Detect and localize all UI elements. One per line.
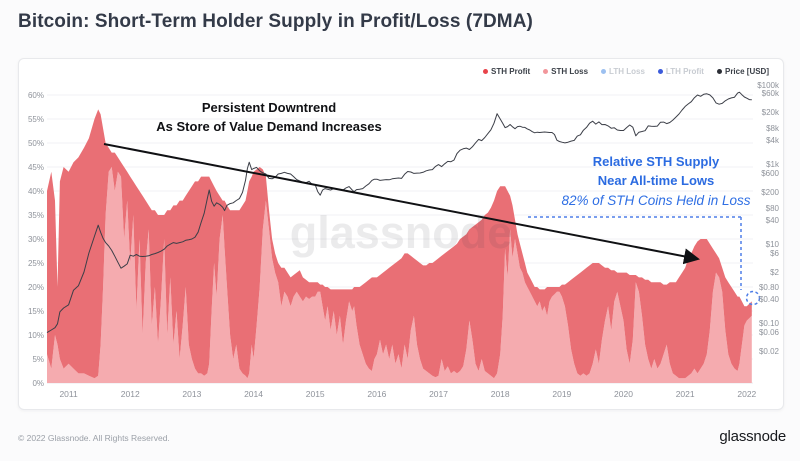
endpoint-highlight-circle <box>745 290 761 306</box>
legend-item-label: STH Profit <box>491 67 531 76</box>
chart-legend: STH Profit STH Loss LTH Loss LTH Profit Pric… <box>483 67 769 76</box>
legend-item-lth-profit[interactable]: LTH Profit <box>657 67 704 76</box>
legend-dot-icon <box>543 69 549 74</box>
legend-item-lth-loss[interactable]: LTH Loss <box>601 67 645 76</box>
annotation-sth-lows-line3: 82% of STH Coins Held in Loss <box>561 192 751 208</box>
annotation-downtrend-line1: Persistent Downtrend <box>201 100 337 115</box>
legend-item-sth-loss[interactable]: STH Loss <box>543 67 588 76</box>
price-line <box>46 91 752 334</box>
downtrend-arrow <box>103 143 700 265</box>
legend-item-label: LTH Profit <box>665 67 704 76</box>
legend-dot-icon <box>483 69 489 74</box>
legend-dot-icon <box>601 69 607 74</box>
annotation-sth-lows-line2: Near All-time Lows <box>597 172 715 188</box>
legend-dot-icon <box>716 69 722 74</box>
page-title: Bitcoin: Short-Term Holder Supply in Pro… <box>18 11 533 32</box>
legend-item-label: LTH Loss <box>609 67 645 76</box>
legend-dot-icon <box>657 69 663 74</box>
legend-item-price-usd-[interactable]: Price [USD] <box>716 67 769 76</box>
legend-item-label: Price [USD] <box>724 67 769 76</box>
sth-profit-area <box>47 109 752 379</box>
glassnode-logo: glassnode <box>719 428 786 445</box>
chart-canvas[interactable] <box>19 59 785 411</box>
legend-item-sth-profit[interactable]: STH Profit <box>483 67 530 76</box>
legend-item-label: STH Loss <box>551 67 589 76</box>
footer-copyright: © 2022 Glassnode. All Rights Reserved. <box>18 433 170 443</box>
annotation-sth-lows-line1: Relative STH Supply <box>592 154 720 169</box>
sth-loss-area <box>47 167 752 383</box>
annotation-sth-lows: Relative STH Supply Near All-time Lows 8… <box>491 153 800 210</box>
annotation-downtrend-line2: As Store of Value Demand Increases <box>156 118 382 134</box>
chart-card: glassnode 0% 5% 10% 15% 20% 25% 30% 35% 40% 45% 50… <box>18 58 784 410</box>
annotation-downtrend: Persistent Downtrend As Store of Value D… <box>109 99 429 137</box>
